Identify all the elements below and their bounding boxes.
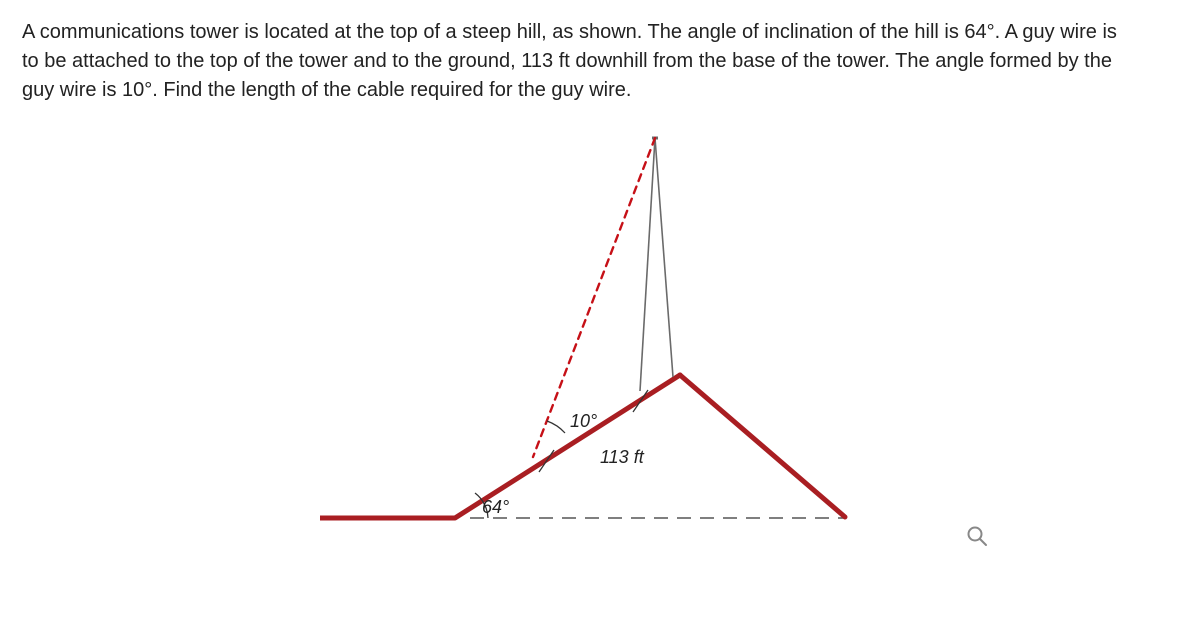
problem-statement: A communications tower is located at the… — [22, 18, 1122, 105]
diagram-container: 10° 113 ft 64° — [22, 123, 1178, 558]
geometry-diagram: 10° 113 ft 64° — [320, 123, 880, 553]
zoom-icon[interactable] — [966, 525, 988, 552]
tower-left-leg — [640, 138, 655, 391]
hill-slope-right — [680, 375, 845, 517]
tower-right-leg — [655, 138, 673, 377]
guy-wire — [533, 138, 655, 457]
wire-angle-arc — [547, 421, 565, 433]
wire-angle-label: 10° — [570, 411, 597, 431]
distance-label: 113 ft — [600, 447, 645, 467]
hill-angle-label: 64° — [482, 497, 509, 517]
